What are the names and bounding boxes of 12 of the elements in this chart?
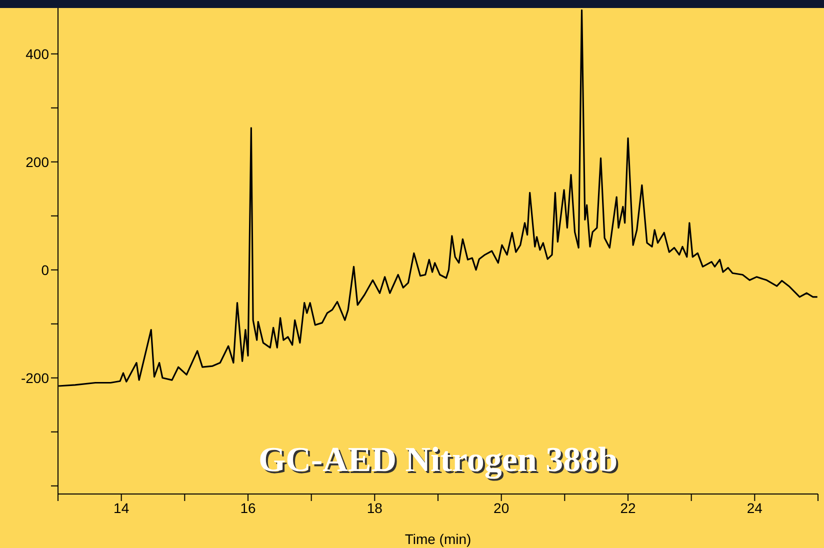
y-tick-label: -200 — [20, 370, 50, 386]
y-tick-label: 400 — [26, 46, 50, 62]
x-tick-label: 24 — [746, 500, 763, 516]
x-axis-title: Time (min) — [404, 531, 472, 547]
x-tick-label: 22 — [620, 500, 636, 516]
x-tick-label: 18 — [366, 500, 383, 516]
x-tick-label: 14 — [114, 500, 130, 516]
x-tick-label: 20 — [494, 500, 510, 516]
y-tick-label: 0 — [41, 262, 50, 278]
annotation: GC-AED Nitrogen 388b — [257, 440, 619, 480]
y-tick-label: 200 — [26, 154, 50, 170]
x-tick-label: 16 — [240, 500, 256, 516]
